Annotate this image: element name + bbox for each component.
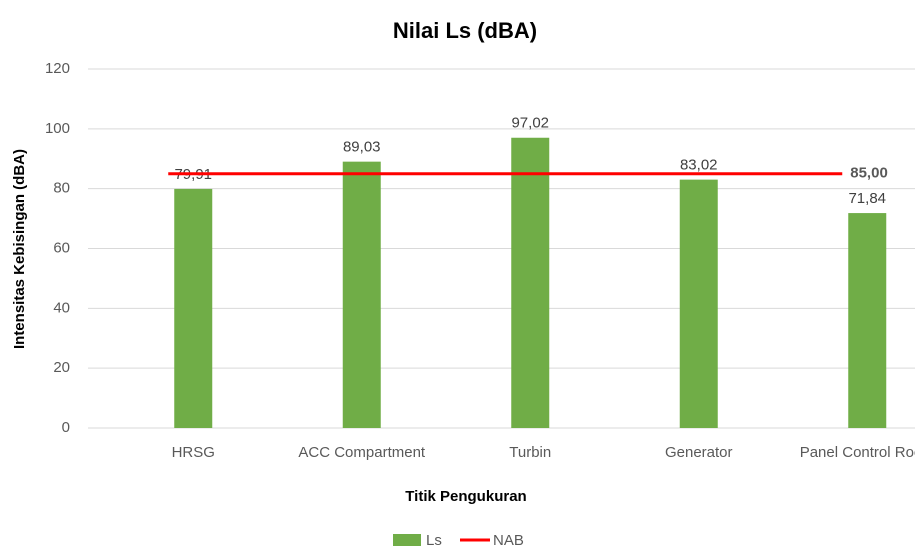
data-label: 97,02	[511, 115, 549, 132]
y-tick-label: 80	[53, 180, 70, 197]
bar	[679, 179, 718, 428]
y-tick-label: 20	[53, 359, 70, 376]
x-tick-label: Panel Control Room	[800, 444, 915, 461]
threshold-label: 85,00	[850, 165, 888, 182]
data-label: 71,84	[848, 190, 886, 207]
y-tick-label: 60	[53, 239, 70, 256]
bar	[848, 213, 887, 428]
x-tick-label: Generator	[665, 444, 733, 461]
y-tick-label: 40	[53, 299, 70, 316]
x-tick-label: Turbin	[509, 444, 551, 461]
x-tick-label: ACC Compartment	[298, 444, 426, 461]
y-tick-label: 100	[45, 120, 70, 137]
legend-label: NAB	[493, 532, 524, 549]
y-tick-label: 120	[45, 60, 70, 77]
bar	[174, 188, 213, 428]
x-axis-title: Titik Pengukuran	[405, 488, 526, 505]
legend-swatch	[393, 534, 421, 546]
bar	[342, 161, 381, 428]
chart-title: Nilai Ls (dBA)	[393, 18, 537, 43]
y-axis-title: Intensitas Kebisingan (dBA)	[11, 149, 28, 349]
x-tick-label: HRSG	[172, 444, 215, 461]
legend-label: Ls	[426, 532, 442, 549]
bar	[511, 137, 550, 428]
data-label: 83,02	[680, 157, 718, 174]
y-tick-label: 0	[62, 419, 70, 436]
data-label: 89,03	[343, 139, 381, 156]
